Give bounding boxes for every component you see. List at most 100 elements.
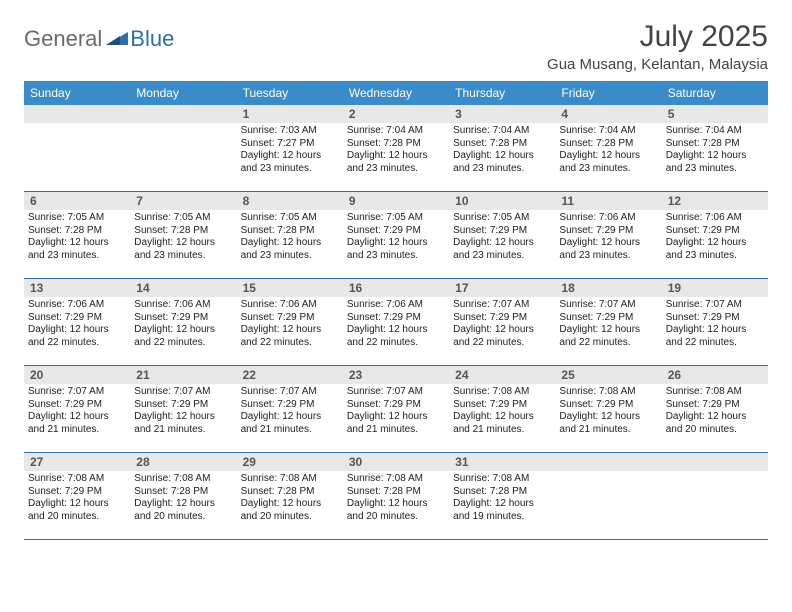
daylight-text: Daylight: 12 hours and 20 minutes. [347, 498, 445, 523]
day-number: 9 [343, 192, 449, 210]
day-cell: 19Sunrise: 7:07 AMSunset: 7:29 PMDayligh… [662, 279, 768, 365]
weekday-header: Thursday [449, 81, 555, 105]
day-cell: 7Sunrise: 7:05 AMSunset: 7:28 PMDaylight… [130, 192, 236, 278]
day-number: 24 [449, 366, 555, 384]
day-info: Sunrise: 7:07 AMSunset: 7:29 PMDaylight:… [24, 384, 130, 438]
day-cell: 9Sunrise: 7:05 AMSunset: 7:29 PMDaylight… [343, 192, 449, 278]
sunset-text: Sunset: 7:28 PM [134, 225, 232, 238]
day-info: Sunrise: 7:06 AMSunset: 7:29 PMDaylight:… [662, 210, 768, 264]
sunrise-text: Sunrise: 7:06 AM [241, 299, 339, 312]
sunrise-text: Sunrise: 7:07 AM [241, 386, 339, 399]
day-number: 23 [343, 366, 449, 384]
sunrise-text: Sunrise: 7:04 AM [666, 125, 764, 138]
day-info: Sunrise: 7:08 AMSunset: 7:28 PMDaylight:… [130, 471, 236, 525]
title-block: July 2025 Gua Musang, Kelantan, Malaysia [547, 20, 768, 73]
day-cell: 14Sunrise: 7:06 AMSunset: 7:29 PMDayligh… [130, 279, 236, 365]
sunset-text: Sunset: 7:29 PM [28, 312, 126, 325]
sunrise-text: Sunrise: 7:06 AM [666, 212, 764, 225]
day-number [555, 453, 661, 471]
daylight-text: Daylight: 12 hours and 21 minutes. [347, 411, 445, 436]
sunrise-text: Sunrise: 7:05 AM [241, 212, 339, 225]
sunset-text: Sunset: 7:29 PM [28, 486, 126, 499]
day-cell: 27Sunrise: 7:08 AMSunset: 7:29 PMDayligh… [24, 453, 130, 539]
daylight-text: Daylight: 12 hours and 19 minutes. [453, 498, 551, 523]
daylight-text: Daylight: 12 hours and 22 minutes. [28, 324, 126, 349]
day-info: Sunrise: 7:08 AMSunset: 7:29 PMDaylight:… [662, 384, 768, 438]
day-cell: 13Sunrise: 7:06 AMSunset: 7:29 PMDayligh… [24, 279, 130, 365]
day-info: Sunrise: 7:05 AMSunset: 7:28 PMDaylight:… [237, 210, 343, 264]
day-info: Sunrise: 7:08 AMSunset: 7:28 PMDaylight:… [449, 471, 555, 525]
sunrise-text: Sunrise: 7:08 AM [453, 386, 551, 399]
daylight-text: Daylight: 12 hours and 23 minutes. [453, 237, 551, 262]
day-number [24, 105, 130, 123]
day-cell: 31Sunrise: 7:08 AMSunset: 7:28 PMDayligh… [449, 453, 555, 539]
day-cell: 12Sunrise: 7:06 AMSunset: 7:29 PMDayligh… [662, 192, 768, 278]
day-number: 2 [343, 105, 449, 123]
sunset-text: Sunset: 7:29 PM [134, 399, 232, 412]
sunset-text: Sunset: 7:28 PM [666, 138, 764, 151]
sunset-text: Sunset: 7:29 PM [559, 399, 657, 412]
day-cell [555, 453, 661, 539]
sunset-text: Sunset: 7:28 PM [347, 486, 445, 499]
sunrise-text: Sunrise: 7:06 AM [347, 299, 445, 312]
day-number: 28 [130, 453, 236, 471]
day-cell [662, 453, 768, 539]
sunrise-text: Sunrise: 7:05 AM [134, 212, 232, 225]
day-cell: 16Sunrise: 7:06 AMSunset: 7:29 PMDayligh… [343, 279, 449, 365]
day-number [662, 453, 768, 471]
sunset-text: Sunset: 7:29 PM [559, 225, 657, 238]
week-row: 6Sunrise: 7:05 AMSunset: 7:28 PMDaylight… [24, 192, 768, 279]
sunrise-text: Sunrise: 7:08 AM [134, 473, 232, 486]
daylight-text: Daylight: 12 hours and 22 minutes. [666, 324, 764, 349]
day-cell: 5Sunrise: 7:04 AMSunset: 7:28 PMDaylight… [662, 105, 768, 191]
header: General Blue July 2025 Gua Musang, Kelan… [24, 20, 768, 73]
weekday-header: Wednesday [343, 81, 449, 105]
sunset-text: Sunset: 7:28 PM [559, 138, 657, 151]
calendar-grid: SundayMondayTuesdayWednesdayThursdayFrid… [24, 81, 768, 540]
sunrise-text: Sunrise: 7:08 AM [559, 386, 657, 399]
sunset-text: Sunset: 7:29 PM [347, 312, 445, 325]
sunrise-text: Sunrise: 7:04 AM [453, 125, 551, 138]
sunrise-text: Sunrise: 7:08 AM [666, 386, 764, 399]
sunset-text: Sunset: 7:29 PM [453, 399, 551, 412]
weekday-header: Monday [130, 81, 236, 105]
week-row: 20Sunrise: 7:07 AMSunset: 7:29 PMDayligh… [24, 366, 768, 453]
sunrise-text: Sunrise: 7:08 AM [453, 473, 551, 486]
daylight-text: Daylight: 12 hours and 20 minutes. [134, 498, 232, 523]
daylight-text: Daylight: 12 hours and 23 minutes. [241, 237, 339, 262]
day-number: 21 [130, 366, 236, 384]
day-cell: 11Sunrise: 7:06 AMSunset: 7:29 PMDayligh… [555, 192, 661, 278]
day-cell: 18Sunrise: 7:07 AMSunset: 7:29 PMDayligh… [555, 279, 661, 365]
daylight-text: Daylight: 12 hours and 21 minutes. [559, 411, 657, 436]
day-number: 4 [555, 105, 661, 123]
sunset-text: Sunset: 7:29 PM [666, 225, 764, 238]
day-cell: 25Sunrise: 7:08 AMSunset: 7:29 PMDayligh… [555, 366, 661, 452]
daylight-text: Daylight: 12 hours and 21 minutes. [241, 411, 339, 436]
sunset-text: Sunset: 7:27 PM [241, 138, 339, 151]
day-info: Sunrise: 7:07 AMSunset: 7:29 PMDaylight:… [662, 297, 768, 351]
day-info: Sunrise: 7:08 AMSunset: 7:29 PMDaylight:… [555, 384, 661, 438]
day-info: Sunrise: 7:05 AMSunset: 7:29 PMDaylight:… [449, 210, 555, 264]
sunrise-text: Sunrise: 7:08 AM [28, 473, 126, 486]
day-cell: 24Sunrise: 7:08 AMSunset: 7:29 PMDayligh… [449, 366, 555, 452]
day-number: 3 [449, 105, 555, 123]
day-cell: 17Sunrise: 7:07 AMSunset: 7:29 PMDayligh… [449, 279, 555, 365]
sunrise-text: Sunrise: 7:07 AM [134, 386, 232, 399]
logo-text-blue: Blue [130, 26, 174, 52]
day-cell: 6Sunrise: 7:05 AMSunset: 7:28 PMDaylight… [24, 192, 130, 278]
logo: General Blue [24, 20, 174, 52]
daylight-text: Daylight: 12 hours and 23 minutes. [666, 237, 764, 262]
day-info: Sunrise: 7:07 AMSunset: 7:29 PMDaylight:… [237, 384, 343, 438]
day-info: Sunrise: 7:08 AMSunset: 7:28 PMDaylight:… [343, 471, 449, 525]
daylight-text: Daylight: 12 hours and 23 minutes. [347, 237, 445, 262]
day-number: 14 [130, 279, 236, 297]
day-info: Sunrise: 7:03 AMSunset: 7:27 PMDaylight:… [237, 123, 343, 177]
sunrise-text: Sunrise: 7:07 AM [559, 299, 657, 312]
sunset-text: Sunset: 7:29 PM [666, 312, 764, 325]
daylight-text: Daylight: 12 hours and 20 minutes. [241, 498, 339, 523]
day-cell: 3Sunrise: 7:04 AMSunset: 7:28 PMDaylight… [449, 105, 555, 191]
sunset-text: Sunset: 7:29 PM [453, 312, 551, 325]
sunrise-text: Sunrise: 7:06 AM [559, 212, 657, 225]
day-cell [130, 105, 236, 191]
day-number: 25 [555, 366, 661, 384]
